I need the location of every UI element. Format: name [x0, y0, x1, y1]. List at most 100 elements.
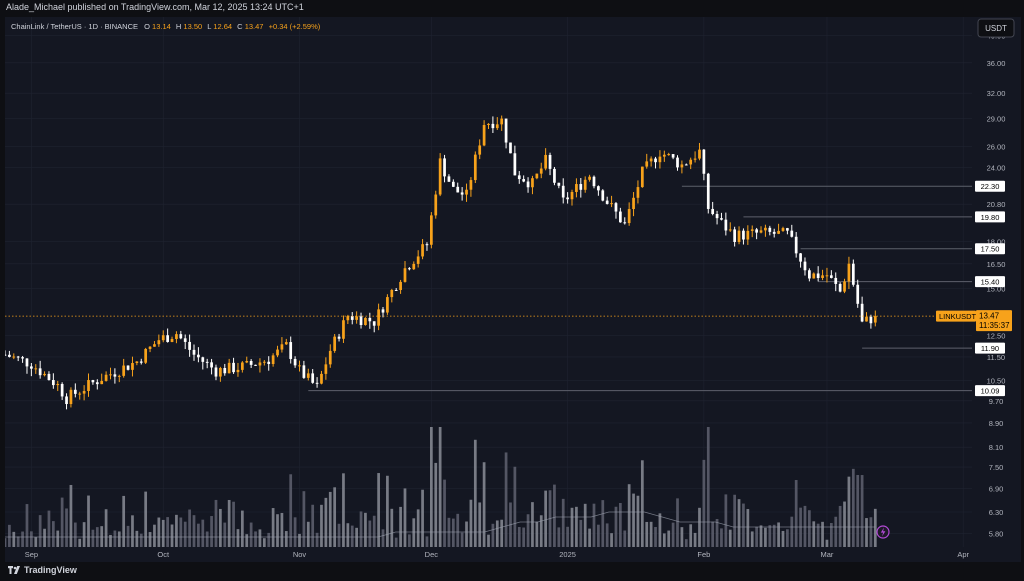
candle-body: [873, 316, 877, 323]
candle-body: [636, 187, 640, 198]
x-tick-label: Feb: [697, 550, 710, 559]
candle-body: [381, 309, 385, 313]
candle-body: [78, 393, 82, 395]
volume-bar: [328, 491, 332, 547]
candle-body: [869, 316, 873, 324]
volume-bar: [280, 512, 284, 547]
volume-bar: [465, 521, 468, 547]
candle-body: [561, 185, 565, 198]
candle-body: [346, 316, 350, 321]
volume-bar: [786, 529, 789, 547]
candle-body: [175, 334, 178, 339]
candle-body: [680, 164, 684, 168]
y-tick-label: 18.00: [987, 237, 1006, 246]
candle-body: [645, 161, 649, 167]
volume-bar: [214, 499, 218, 547]
candle-body: [834, 277, 838, 284]
volume-bar: [482, 462, 486, 547]
candle-body: [816, 273, 820, 278]
x-tick-label: 2025: [559, 550, 576, 559]
candle-body: [460, 192, 464, 195]
candle-body: [720, 218, 723, 220]
candle-body: [821, 275, 824, 278]
legend-o-label: O: [144, 22, 150, 31]
candle-body: [597, 186, 600, 191]
candle-body: [684, 164, 688, 166]
volume-bar: [183, 521, 187, 547]
volume-bar: [78, 538, 82, 547]
volume-bar: [372, 515, 376, 547]
x-tick-label: Dec: [425, 550, 439, 559]
volume-bar: [759, 525, 763, 547]
volume-bar: [157, 517, 161, 547]
volume-bar: [469, 499, 473, 547]
candle-body: [614, 203, 618, 212]
volume-bar: [860, 475, 864, 547]
candle-body: [249, 360, 253, 365]
volume-bar: [21, 531, 24, 547]
candle-body: [267, 361, 271, 365]
candle-body: [667, 154, 671, 156]
volume-bar: [614, 506, 618, 547]
volume-bar: [350, 525, 354, 547]
last-price-tag: LINKUSDT 13.47 11:35:37: [936, 310, 1012, 332]
volume-bar: [337, 523, 341, 547]
y-tick-label: 6.30: [989, 508, 1004, 517]
volume-bar: [487, 534, 490, 547]
candle-body: [535, 173, 539, 179]
candle-body: [746, 230, 750, 240]
candle-body: [47, 373, 51, 381]
candle-body: [91, 380, 95, 383]
volume-bar: [34, 537, 38, 547]
candle-body: [359, 316, 363, 325]
chart-panel[interactable]: 40.0036.0032.0029.0026.0024.0020.8018.00…: [3, 17, 1021, 562]
candle-body: [429, 215, 433, 245]
volume-bar: [566, 526, 569, 547]
volume-bar: [588, 528, 591, 547]
volume-bar: [175, 514, 178, 547]
volume-bar: [645, 521, 649, 547]
candle-body: [689, 159, 693, 165]
candles: [3, 115, 877, 410]
candle-body: [711, 208, 715, 215]
volume-bar: [197, 523, 200, 547]
candle-body: [135, 361, 139, 364]
volume-bar: [73, 522, 77, 547]
volume-bar: [517, 527, 521, 547]
lightning-icon[interactable]: [880, 527, 886, 537]
volume-bar: [553, 484, 556, 547]
candle-body: [170, 338, 174, 342]
volume-bar: [561, 498, 565, 547]
time-axis[interactable]: Sep Oct Nov Dec 2025 Feb Mar Apr: [25, 550, 970, 559]
candle-body: [394, 289, 398, 291]
level-label-text: 22.30: [981, 182, 1000, 191]
volume-bar: [658, 513, 662, 547]
y-tick-label: 16.50: [987, 260, 1006, 269]
volume-bar: [781, 530, 785, 547]
candle-body: [860, 303, 864, 322]
volume-bar: [684, 539, 688, 547]
level-label-bg: [975, 243, 1005, 255]
volume-bar: [720, 528, 723, 547]
currency-button-bg[interactable]: [977, 18, 1015, 38]
volume-bar: [825, 539, 829, 547]
volume-bar: [166, 517, 169, 547]
currency-button-label[interactable]: USDT: [985, 24, 1007, 33]
volume-bar: [425, 536, 429, 547]
volume-bar: [869, 517, 873, 547]
currency-button[interactable]: USDT: [977, 18, 1015, 38]
candle-body: [166, 335, 169, 342]
candle-body: [100, 380, 104, 385]
candle-body: [759, 230, 763, 233]
volume-bar: [808, 510, 811, 547]
candlestick-chart[interactable]: 40.0036.0032.0029.0026.0024.0020.8018.00…: [3, 17, 1021, 562]
volume-bar: [394, 537, 398, 547]
volume-bar: [205, 531, 209, 547]
volume-bar: [843, 501, 846, 547]
volume-bar: [755, 526, 758, 547]
volume-bar: [689, 524, 693, 547]
candle-body: [658, 156, 662, 163]
horizontal-levels[interactable]: [308, 185, 972, 392]
lightning-button[interactable]: [876, 525, 890, 539]
candle-body: [240, 362, 244, 370]
